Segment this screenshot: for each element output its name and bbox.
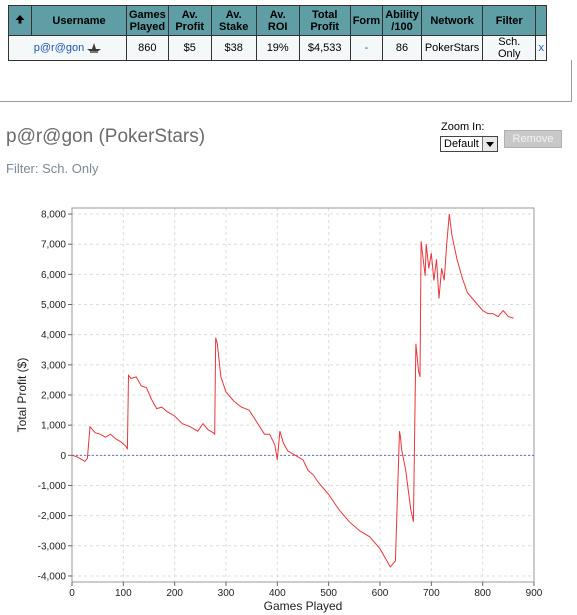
x-tick-label: 400 <box>269 588 286 599</box>
table-row: p@r@gon 860 $5 $38 19% $4,533 - 86 Poker… <box>8 35 548 61</box>
total-profit-cell: $4,533 <box>298 35 351 61</box>
x-tick-label: 500 <box>320 588 337 599</box>
zoom-label: Zoom In: <box>441 121 485 133</box>
y-tick-label: 0 <box>60 451 66 462</box>
av-roi-cell: 19% <box>255 35 300 61</box>
table-header-row: Username Games Played Av. Profit Av. Stake … <box>8 5 548 36</box>
axis-ticks: 0 100 200 300 400 500 600 700 800 900 -4,000 -3,000… <box>38 210 543 599</box>
games-played-column-header[interactable]: Games Played <box>126 5 169 36</box>
remove-row-link[interactable]: x <box>535 35 548 61</box>
y-tick-label: 8,000 <box>41 210 66 221</box>
panel-border-right <box>571 60 572 102</box>
av-stake-column-header[interactable]: Av. Stake <box>210 5 257 36</box>
header-line: Played <box>129 20 166 33</box>
header-line: Stake <box>219 20 249 33</box>
y-tick-label: 1,000 <box>41 421 66 432</box>
x-tick-label: 300 <box>218 588 235 599</box>
y-tick-label: 3,000 <box>41 360 66 371</box>
pokerstars-logo-icon <box>87 43 102 54</box>
network-column-header[interactable]: Network <box>420 5 484 36</box>
y-tick-label: 5,000 <box>41 300 66 311</box>
av-stake-cell: $38 <box>210 35 257 61</box>
zoom-selected-value: Default <box>444 138 479 150</box>
y-tick-label: -4,000 <box>38 571 67 582</box>
username-cell: p@r@gon <box>8 35 127 61</box>
total-profit-column-header[interactable]: Total Profit <box>298 5 351 36</box>
x-tick-label: 200 <box>166 588 183 599</box>
header-line: Total <box>311 8 338 21</box>
x-axis-title: Games Played <box>264 599 343 613</box>
series-line-total-profit <box>71 213 514 568</box>
header-line: Profit <box>310 20 340 33</box>
x-tick-label: 100 <box>115 588 132 599</box>
header-line: /100 <box>391 20 413 33</box>
y-tick-label: -3,000 <box>38 541 67 552</box>
sort-up-arrow-icon[interactable] <box>15 14 25 24</box>
player-stats-table: Username Games Played Av. Profit Av. Stake … <box>8 5 548 61</box>
y-tick-label: 6,000 <box>41 270 66 281</box>
y-tick-label: 4,000 <box>41 330 66 341</box>
x-tick-label: 600 <box>372 588 389 599</box>
header-line: Av. <box>181 8 198 21</box>
header-line: Games <box>129 8 166 21</box>
filter-column-header[interactable]: Filter <box>482 5 537 36</box>
y-tick-label: -1,000 <box>38 481 67 492</box>
x-tick-label: 700 <box>423 588 440 599</box>
filter-cell: Sch. Only <box>482 35 537 61</box>
chart-grid <box>71 208 535 582</box>
x-tick-label: 800 <box>474 588 491 599</box>
filter-label: Filter: Sch. Only <box>6 161 99 176</box>
zoom-select[interactable]: Default <box>440 136 498 152</box>
x-tick-label: 0 <box>69 588 75 599</box>
remove-button[interactable]: Remove <box>504 130 562 148</box>
network-cell: PokerStars <box>420 35 484 61</box>
av-profit-column-header[interactable]: Av. Profit <box>167 5 212 36</box>
av-roi-column-header[interactable]: Av. ROI <box>255 5 300 36</box>
y-tick-label: -2,000 <box>38 511 67 522</box>
y-tick-label: 7,000 <box>41 240 66 251</box>
chevron-down-icon[interactable] <box>482 137 497 151</box>
ability-cell: 86 <box>382 35 422 61</box>
header-line: Ability <box>385 8 419 21</box>
y-tick-label: 2,000 <box>41 391 66 402</box>
username-link[interactable]: p@r@gon <box>33 42 85 54</box>
x-tick-label: 900 <box>526 588 543 599</box>
header-line: Av. <box>225 8 242 21</box>
section-divider <box>0 101 572 102</box>
y-axis-title: Total Profit ($) <box>15 358 29 433</box>
header-line: Profit <box>175 20 205 33</box>
ability-column-header[interactable]: Ability/100 <box>382 5 422 36</box>
player-title: p@r@gon (PokerStars) <box>6 126 206 147</box>
